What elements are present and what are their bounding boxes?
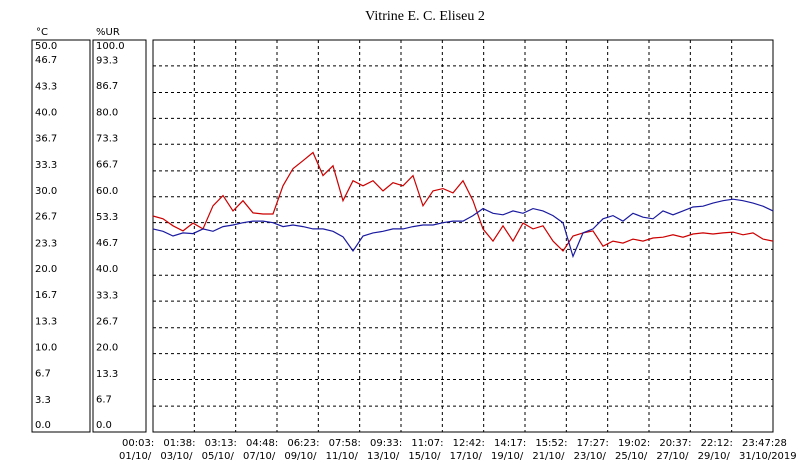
x-date-label: 05/10/ xyxy=(202,451,235,462)
x-date-label: 29/10/ xyxy=(698,451,731,462)
y-axis-label: °C xyxy=(36,27,48,38)
y2-tick-label: 13.3 xyxy=(96,369,118,380)
y2-tick-label: 100.0 xyxy=(96,41,125,52)
y-axis-box xyxy=(31,39,91,433)
x-date-label: 07/10/ xyxy=(243,451,276,462)
y-tick-label: 30.0 xyxy=(35,186,57,197)
x-tick-label: 20:37: xyxy=(659,438,691,449)
y-tick-label: 36.7 xyxy=(35,133,57,144)
x-tick-label: 19:02: xyxy=(618,438,650,449)
x-date-label: 11/10/ xyxy=(326,451,359,462)
x-tick-label: 17:27: xyxy=(577,438,609,449)
x-date-label: 27/10/ xyxy=(656,451,689,462)
y-tick-label: 40.0 xyxy=(35,107,57,118)
x-tick-label: 23:47:28 xyxy=(742,438,787,449)
x-date-label: 23/10/ xyxy=(574,451,607,462)
data-line xyxy=(152,151,774,252)
x-date-label: 09/10/ xyxy=(284,451,317,462)
x-tick-label: 14:17: xyxy=(494,438,526,449)
x-tick-label: 15:52: xyxy=(535,438,567,449)
y2-axis-box xyxy=(92,39,147,433)
y-tick-label: 10.0 xyxy=(35,343,57,354)
y2-tick-label: 93.3 xyxy=(96,55,118,66)
x-tick-label: 07:58: xyxy=(329,438,361,449)
x-date-label: 19/10/ xyxy=(491,451,524,462)
x-tick-label: 11:07: xyxy=(411,438,443,449)
x-tick-label: 22:12: xyxy=(701,438,733,449)
y-tick-label: 13.3 xyxy=(35,317,57,328)
x-date-label: 15/10/ xyxy=(408,451,441,462)
x-date-label: 21/10/ xyxy=(532,451,565,462)
y2-tick-label: 33.3 xyxy=(96,290,118,301)
x-date-label: 31/10/2019 xyxy=(739,451,797,462)
x-date-label: 01/10/ xyxy=(119,451,152,462)
y2-tick-label: 80.0 xyxy=(96,107,118,118)
x-tick-label: 09:33: xyxy=(370,438,402,449)
x-date-label: 25/10/ xyxy=(615,451,648,462)
x-date-label: 13/10/ xyxy=(367,451,400,462)
y-tick-label: 3.3 xyxy=(35,395,51,406)
y2-tick-label: 66.7 xyxy=(96,160,118,171)
y2-tick-label: 0.0 xyxy=(96,420,112,431)
data-line xyxy=(152,198,774,259)
x-tick-label: 00:03: xyxy=(122,438,154,449)
x-date-label: 17/10/ xyxy=(450,451,483,462)
y2-tick-label: 60.0 xyxy=(96,186,118,197)
y-tick-label: 33.3 xyxy=(35,160,57,171)
y-tick-label: 50.0 xyxy=(35,41,57,52)
y-tick-label: 16.7 xyxy=(35,290,57,301)
y2-tick-label: 73.3 xyxy=(96,134,118,145)
y2-tick-label: 20.0 xyxy=(96,343,118,354)
x-tick-label: 04:48: xyxy=(246,438,278,449)
plot-area xyxy=(152,39,774,433)
y-tick-label: 6.7 xyxy=(35,368,51,379)
y2-tick-label: 46.7 xyxy=(96,238,118,249)
x-tick-label: 01:38: xyxy=(163,438,195,449)
y-tick-label: 26.7 xyxy=(35,212,57,223)
y2-tick-label: 40.0 xyxy=(96,264,118,275)
x-tick-label: 12:42: xyxy=(453,438,485,449)
y2-tick-label: 53.3 xyxy=(96,212,118,223)
x-tick-label: 03:13: xyxy=(205,438,237,449)
chart-title: Vitrine E. C. Eliseu 2 xyxy=(365,9,485,24)
y2-axis-label: %UR xyxy=(96,27,120,38)
y-tick-label: 43.3 xyxy=(35,82,57,93)
y-tick-label: 46.7 xyxy=(35,55,57,66)
y-tick-label: 23.3 xyxy=(35,238,57,249)
y2-tick-label: 6.7 xyxy=(96,395,112,406)
x-date-label: 03/10/ xyxy=(160,451,193,462)
y2-tick-label: 26.7 xyxy=(96,316,118,327)
y-tick-label: 20.0 xyxy=(35,264,57,275)
y2-tick-label: 86.7 xyxy=(96,81,118,92)
y-tick-label: 0.0 xyxy=(35,420,51,431)
x-tick-label: 06:23: xyxy=(287,438,319,449)
